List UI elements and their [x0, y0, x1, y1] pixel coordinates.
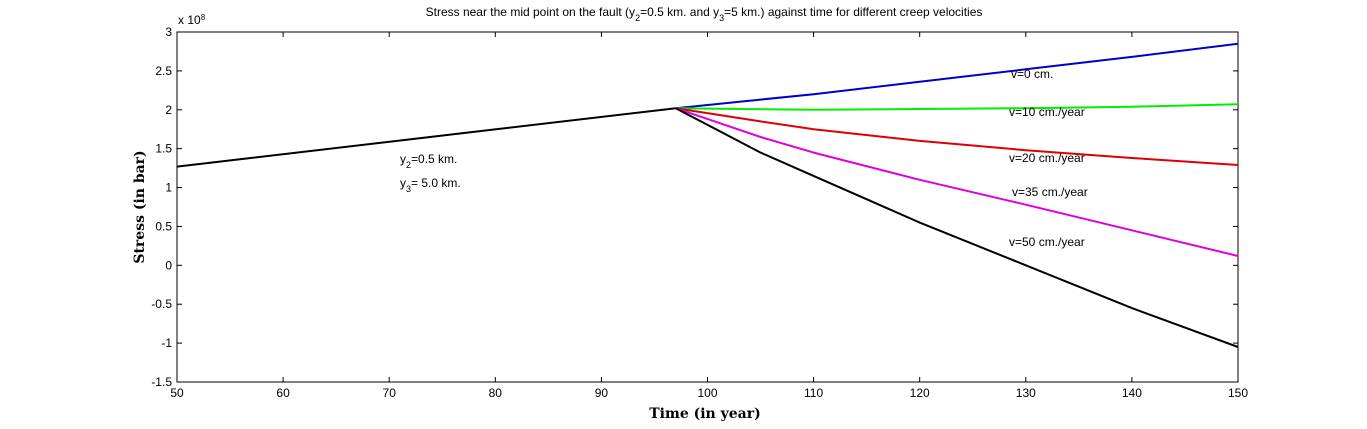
y-tick-label: 0: [165, 258, 172, 272]
y-tick-label: -0.5: [151, 297, 172, 311]
y-tick-label: 1.5: [155, 142, 172, 156]
x-tick-label: 60: [276, 386, 290, 400]
y-tick-label: 1: [165, 181, 172, 195]
y-tick-label: 2: [165, 103, 172, 117]
y-tick-label: 0.5: [155, 219, 172, 233]
x-tick-label: 130: [1016, 386, 1036, 400]
annotation-v10: v=10 cm./year: [1009, 105, 1085, 119]
y-tick-label: 2.5: [155, 64, 172, 78]
x-tick-label: 50: [170, 386, 184, 400]
annotation-v35: v=35 cm./year: [1012, 185, 1088, 199]
series-line-v10: [675, 103, 1239, 111]
y-axis-label: Stress (in bar): [132, 150, 148, 263]
x-tick-label: 120: [910, 386, 930, 400]
x-tick-label: 140: [1122, 386, 1142, 400]
series-line-v0: [675, 42, 1239, 110]
plot-area: [176, 31, 1239, 383]
series-line-v50: [675, 107, 1239, 348]
x-axis-label: Time (in year): [649, 406, 760, 422]
x-tick-label: 110: [804, 386, 823, 400]
annotation-v20: v=20 cm./year: [1009, 151, 1085, 165]
series-line-v35: [675, 107, 1239, 257]
x-tick-label: 150: [1228, 386, 1248, 400]
axis-ticks: 50 60 70 80 90 100 110 120 130 140 150 3 2.5 2 1.5 1 0.5…: [151, 25, 1248, 400]
annotation-y3: y3= 5.0 km.: [400, 176, 461, 194]
series-line-base: [176, 107, 676, 168]
x-tick-label: 90: [595, 386, 609, 400]
series-line-v20: [675, 107, 1239, 166]
annotation-v0: v=0 cm.: [1011, 67, 1053, 81]
series-group: [176, 42, 1239, 348]
annotation-y2: y2=0.5 km.: [400, 152, 457, 170]
chart-title: Stress near the mid point on the fault (…: [426, 5, 983, 23]
x-tick-label: 100: [697, 386, 717, 400]
y-tick-label: -1.5: [151, 375, 172, 389]
y-exponent-label: x 108: [178, 13, 206, 28]
y-tick-label: 3: [165, 25, 172, 39]
x-tick-label: 80: [489, 386, 503, 400]
y-tick-label: -1: [161, 336, 172, 350]
annotation-v50: v=50 cm./year: [1009, 235, 1085, 249]
x-tick-label: 70: [383, 386, 397, 400]
